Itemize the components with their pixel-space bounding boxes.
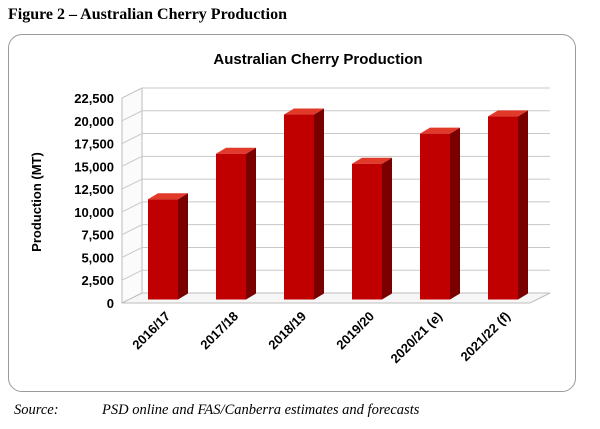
bar-front [420,133,450,300]
x-tick-label: 2017/18 [197,309,241,353]
bar-top [216,147,256,154]
y-tick-label: 17,500 [74,137,114,152]
bar-side [518,110,528,300]
bar-side [382,157,392,300]
y-axis-label: Production (MT) [29,152,44,252]
gridline [121,246,550,258]
y-tick-label: 15,000 [74,159,114,174]
gridline [121,269,550,281]
x-tick-label: 2020/21 (e) [387,309,445,367]
bar-front [352,163,382,300]
source-label: Source: [14,402,59,418]
side-wall [121,87,143,304]
bar-front [216,153,246,300]
bar [148,193,188,300]
bar-chart: Australian Cherry Production Production … [29,51,551,367]
x-tick-labels: 2016/17 2017/18 2018/19 2019/20 2020/21 (e) 2… [129,309,513,367]
y-tick-label: 12,500 [74,182,114,197]
x-tick-label: 2019/20 [333,309,377,353]
source-text: PSD online and FAS/Canberra estimates an… [102,402,420,418]
bar [284,108,324,300]
source-note: Source: PSD online and FAS/Canberra estim… [14,402,419,419]
gridline [121,133,550,145]
bar-top [420,127,460,134]
gridline [121,224,550,236]
y-tick-label: 7,500 [81,228,114,243]
x-tick-label: 2018/19 [265,309,309,353]
bar [216,147,256,300]
bar-front [284,114,314,300]
y-tick-label: 10,000 [74,205,114,220]
bar-side [450,127,460,300]
bar-side [246,147,256,300]
gridline [121,201,550,213]
bar-side [178,193,188,300]
y-tick-label: 0 [107,296,114,311]
y-tick-label: 5,000 [81,250,114,265]
y-tick-label: 2,500 [81,273,114,288]
bar-top [352,157,392,164]
gridlines [121,87,550,281]
bar-top [488,110,528,117]
bar [352,157,392,300]
y-tick-labels: 0 2,500 5,000 7,500 10,000 12,500 15,000 17,500… [74,91,114,311]
gridline [121,178,550,190]
bar-front [488,116,518,300]
y-tick-label: 22,500 [74,91,114,106]
bar [420,127,460,300]
gridline [121,110,550,122]
y-tick-label: 20,000 [74,114,114,129]
bar [488,110,528,300]
gridline [121,87,550,99]
figure-caption: Figure 2 – Australian Cherry Production [8,6,287,23]
bar-top [148,193,188,200]
gridline [121,155,550,167]
bar-side [314,108,324,300]
chart-title: Australian Cherry Production [213,51,422,68]
bars [148,108,528,300]
x-tick-label: 2021/22 (f) [458,309,514,365]
bar-front [148,199,178,300]
x-tick-label: 2016/17 [129,309,173,353]
bar-top [284,108,324,115]
